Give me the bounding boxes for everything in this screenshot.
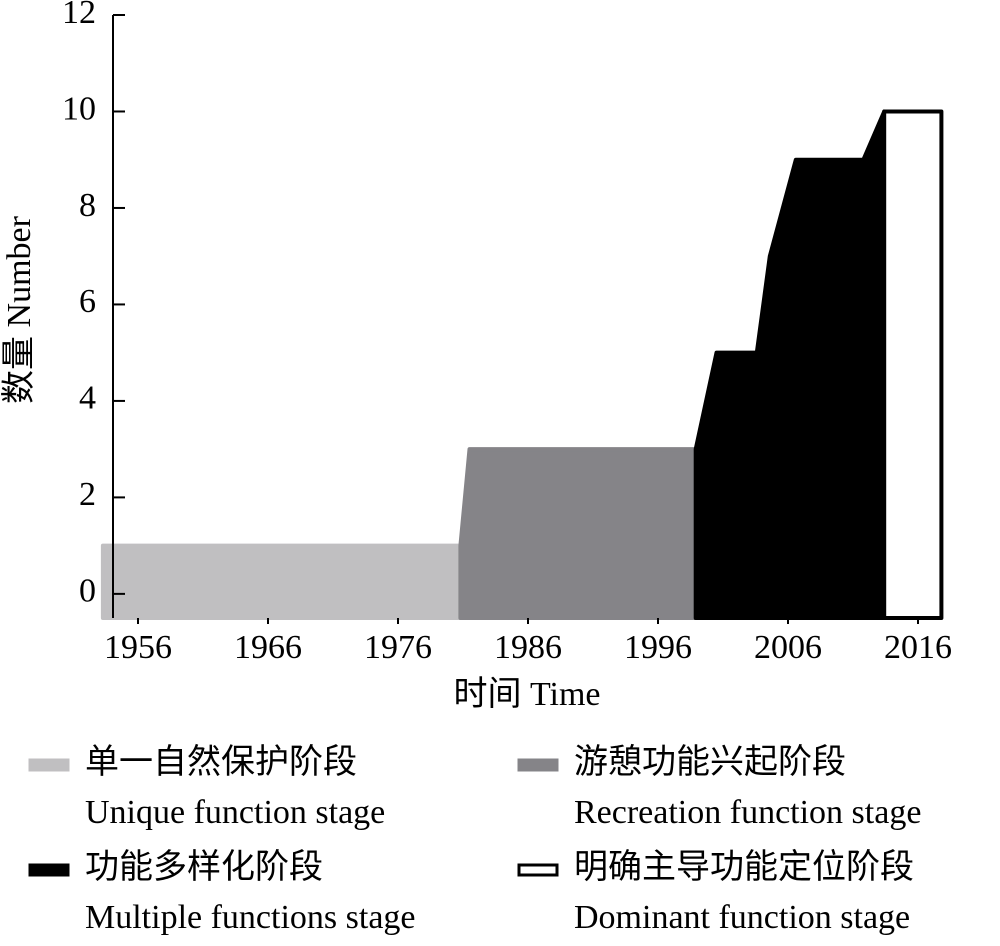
y-tick-label: 2	[79, 476, 96, 513]
x-tick-label: 1966	[234, 629, 302, 666]
y-tick-label: 8	[79, 187, 96, 224]
legend-swatch	[28, 863, 70, 877]
x-tick-label: 1996	[624, 629, 692, 666]
stage-area	[882, 109, 944, 620]
legend-label: 明确主导功能定位阶段	[574, 848, 914, 886]
x-axis-label: 时间 Time	[453, 676, 600, 713]
x-tick-label: 2006	[754, 629, 822, 666]
legend-label-en: Unique function stage	[85, 794, 385, 831]
y-tick-label: 0	[79, 573, 96, 610]
legend-label: 功能多样化阶段	[85, 848, 323, 886]
y-tick-label: 12	[62, 0, 96, 31]
y-tick-label: 10	[62, 90, 96, 127]
x-tick-label: 1986	[494, 629, 562, 666]
legend-swatch	[517, 863, 559, 877]
x-tick-label: 1976	[364, 629, 432, 666]
y-axis-label: 数量 Number	[0, 215, 38, 404]
legend-label-en: Recreation function stage	[574, 794, 921, 831]
y-tick-label: 6	[79, 283, 96, 320]
y-tick-label: 4	[79, 380, 96, 417]
legend-label: 单一自然保护阶段	[85, 743, 357, 781]
x-tick-label: 2016	[884, 629, 952, 666]
legend-label-en: Multiple functions stage	[85, 899, 416, 936]
legend-swatch	[517, 758, 559, 772]
legend-label: 游憩功能兴起阶段	[574, 743, 846, 781]
legend-swatch	[28, 758, 70, 772]
legend-label-en: Dominant function stage	[574, 899, 910, 936]
stage-area	[100, 543, 463, 620]
stage-area	[458, 447, 698, 620]
x-tick-label: 1956	[104, 629, 172, 666]
stage-area	[693, 109, 887, 620]
